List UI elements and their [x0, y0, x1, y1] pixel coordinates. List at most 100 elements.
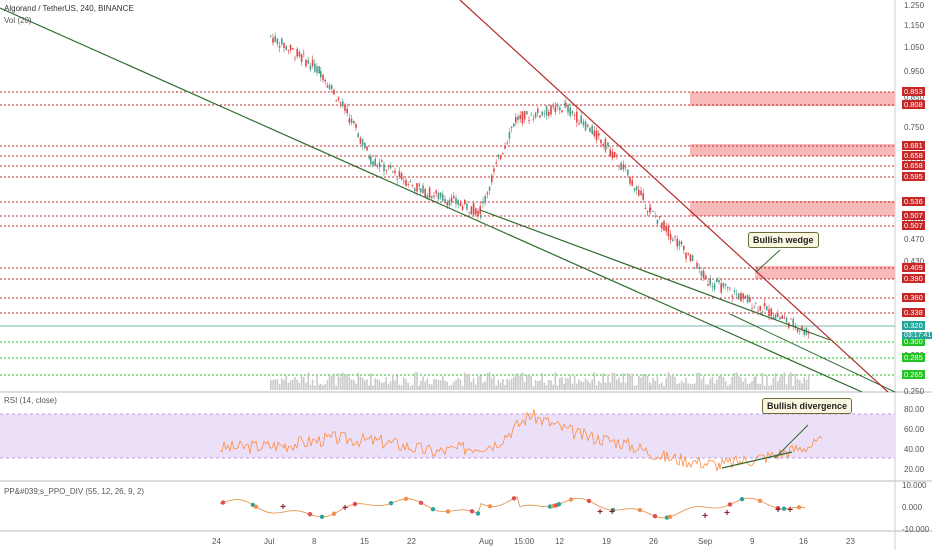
candle-body [420, 188, 422, 193]
volume-bar [757, 383, 759, 390]
candle-body [433, 195, 435, 197]
candle-body [353, 121, 355, 123]
candle-body [364, 142, 366, 148]
resistance-price-tag: 0.658 [902, 161, 925, 170]
candle-body [309, 65, 312, 70]
volume-bar [611, 372, 614, 390]
resistance-price-tag: 0.507 [902, 211, 925, 220]
volume-bar [744, 377, 747, 390]
candle-body [326, 85, 329, 88]
volume-bar [713, 383, 716, 390]
candle-body [799, 330, 801, 332]
callout-pointer [755, 249, 781, 273]
candle-body [521, 111, 524, 124]
candle-body [470, 206, 473, 215]
candle-body [439, 192, 442, 198]
volume-bar [342, 372, 344, 390]
volume-bar [735, 372, 738, 390]
volume-bar [794, 373, 797, 390]
ppo-cross-marker: + [609, 507, 615, 518]
volume-bar [649, 382, 651, 390]
candle-body [635, 186, 638, 191]
volume-bar [616, 379, 618, 390]
volume-bar [652, 377, 654, 390]
support-price-tag: 0.265 [902, 370, 925, 379]
candle-body [556, 103, 559, 107]
candle-body [342, 101, 344, 107]
volume-bar [442, 375, 444, 390]
volume-bar [779, 376, 781, 390]
candle-body [276, 38, 279, 44]
candle-body [278, 46, 281, 48]
volume-bar [370, 373, 372, 390]
candle-body [772, 316, 775, 320]
volume-bar [532, 385, 535, 390]
ppo-marker [352, 501, 358, 507]
volume-bar [346, 374, 348, 390]
trendline-green-lower [479, 209, 831, 341]
volume-bar [318, 384, 320, 390]
time-tick: 22 [407, 537, 416, 546]
candle-body [270, 35, 272, 37]
volume-bar [650, 384, 652, 390]
candle-body [477, 210, 479, 217]
ppo-line [219, 496, 806, 519]
volume-bar [274, 379, 276, 390]
volume-bar [654, 380, 656, 390]
volume-bar [635, 385, 638, 390]
volume-bar [658, 383, 661, 390]
volume-bar [646, 375, 649, 390]
candle-body [770, 308, 772, 317]
volume-bar [622, 372, 625, 390]
candle-body [409, 181, 412, 183]
candle-body [803, 330, 805, 335]
candle-body [387, 165, 390, 167]
candle-body [709, 278, 711, 285]
volume-bar [526, 374, 528, 390]
resistance-price-tag: 0.681 [902, 141, 925, 150]
candle-body [444, 199, 446, 204]
volume-bar [746, 383, 749, 390]
volume-bar [335, 385, 337, 390]
volume-bar [629, 375, 631, 390]
volume-bar [488, 372, 491, 390]
candle-body [576, 111, 578, 123]
volume-bar [683, 382, 685, 390]
ppo-marker [610, 507, 616, 513]
ppo-marker [781, 506, 787, 511]
candle-body [506, 142, 508, 144]
volume-bar [303, 377, 305, 390]
volume-bar [718, 375, 720, 390]
price-tick: 0.470 [904, 235, 925, 245]
volume-bar [316, 373, 318, 390]
volume-bar [573, 375, 576, 390]
candle-body [422, 185, 424, 194]
candle-body [627, 169, 629, 176]
rsi-tick: 80.00 [904, 405, 925, 414]
resistance-price-tag: 0.536 [902, 197, 925, 206]
ppo-cross-marker: + [724, 508, 730, 519]
volume-bar [766, 375, 768, 390]
candle-body [622, 164, 625, 170]
volume-bar [742, 381, 744, 390]
volume-bar [545, 385, 548, 390]
candle-body [774, 314, 777, 319]
candle-body [534, 112, 537, 118]
time-tick: 19 [602, 537, 611, 546]
volume-bar [372, 385, 374, 390]
candle-body [685, 252, 687, 259]
candle-body [307, 59, 309, 64]
price-tick: 0.750 [904, 123, 925, 133]
volume-bar [763, 385, 766, 390]
candle-body [355, 123, 357, 128]
candle-body [683, 245, 685, 250]
candle-body [450, 197, 453, 202]
volume-bar [607, 374, 609, 390]
candle-body [689, 254, 692, 261]
candle-body [722, 283, 725, 288]
candle-body [459, 202, 462, 206]
price-tick: 0.510 [904, 216, 924, 225]
candle-body [272, 37, 274, 43]
volume-bar [278, 384, 281, 390]
